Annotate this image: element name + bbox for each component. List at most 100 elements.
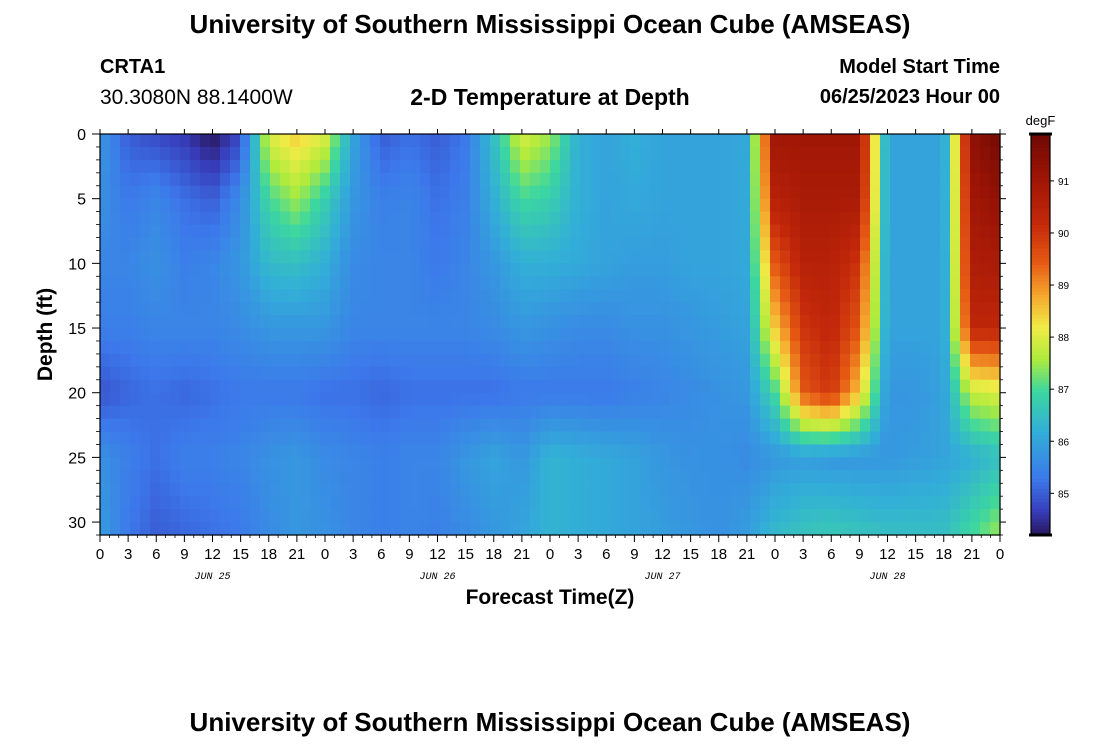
heatmap-cell <box>310 483 321 497</box>
heatmap-cell <box>490 522 501 536</box>
heatmap-cell <box>550 328 561 342</box>
heatmap-cell <box>810 315 821 329</box>
heatmap-cell <box>720 392 731 407</box>
heatmap-cell <box>790 198 801 213</box>
heatmap-cell <box>660 366 671 381</box>
heatmap-cell <box>620 185 631 200</box>
heatmap-cell <box>630 328 641 342</box>
heatmap-cell <box>200 392 211 407</box>
heatmap-cell <box>870 172 881 187</box>
heatmap-cell <box>880 366 891 381</box>
colorbar-segment <box>1031 504 1050 509</box>
heatmap-cell <box>500 457 511 471</box>
heatmap-cell <box>180 315 191 329</box>
heatmap-cell <box>530 418 541 433</box>
heatmap-cell <box>240 289 251 303</box>
heatmap-cell <box>280 431 291 446</box>
heatmap-cell <box>630 302 641 316</box>
heatmap-cell <box>540 198 551 213</box>
heatmap-cell <box>400 289 411 303</box>
heatmap-cell <box>540 379 551 394</box>
colorbar-segment <box>1031 147 1050 152</box>
heatmap-cell <box>170 289 181 303</box>
heatmap-cell <box>740 483 751 497</box>
heatmap-cell <box>120 172 131 187</box>
heatmap-cell <box>600 237 611 252</box>
heatmap-cell <box>270 328 281 342</box>
heatmap-cell <box>910 353 921 368</box>
heatmap-cell <box>960 276 971 290</box>
heatmap-cell <box>880 496 891 510</box>
heatmap-cell <box>600 134 611 148</box>
heatmap-cell <box>420 328 431 342</box>
heatmap-cell <box>100 509 111 523</box>
heatmap-cell <box>450 263 461 277</box>
heatmap-cell <box>920 263 931 277</box>
heatmap-cell <box>160 263 171 277</box>
heatmap-cell <box>710 392 721 407</box>
heatmap-cell <box>740 353 751 368</box>
heatmap-cell <box>770 483 781 497</box>
heatmap-cell <box>890 263 901 277</box>
heatmap-cell <box>810 522 821 536</box>
heatmap-cell <box>950 444 961 458</box>
heatmap-cell <box>530 496 541 510</box>
heatmap-cell <box>280 211 291 226</box>
heatmap-cell <box>610 340 621 355</box>
heatmap-cell <box>540 405 551 420</box>
heatmap-cell <box>470 146 481 161</box>
heatmap-cell <box>840 315 851 329</box>
colorbar-segment <box>1031 488 1050 493</box>
heatmap-cell <box>480 522 491 536</box>
heatmap-cell <box>740 211 751 226</box>
heatmap-cell <box>140 185 151 200</box>
heatmap-cell <box>280 172 291 187</box>
heatmap-cell <box>980 379 991 394</box>
colorbar-segment <box>1031 174 1050 179</box>
heatmap-cell <box>870 263 881 277</box>
heatmap-cell <box>240 340 251 355</box>
colorbar-tick-label: 91 <box>1058 177 1070 188</box>
colorbar-segment <box>1031 184 1050 189</box>
heatmap-cell <box>140 431 151 446</box>
heatmap-cell <box>910 340 921 355</box>
heatmap-cell <box>350 366 361 381</box>
heatmap-cell <box>730 509 741 523</box>
heatmap-cell <box>430 340 441 355</box>
heatmap-cell <box>690 496 701 510</box>
heatmap-cell <box>640 211 651 226</box>
heatmap-cell <box>290 483 301 497</box>
heatmap-cell <box>620 263 631 277</box>
heatmap-cell <box>240 185 251 200</box>
heatmap-cell <box>660 509 671 523</box>
heatmap-cell <box>820 483 831 497</box>
heatmap-cell <box>640 328 651 342</box>
heatmap-cell <box>550 134 561 148</box>
heatmap-cell <box>490 250 501 264</box>
heatmap-cell <box>370 250 381 264</box>
heatmap-cell <box>370 366 381 381</box>
heatmap-cell <box>820 276 831 290</box>
heatmap-cell <box>540 289 551 303</box>
heatmap-cell <box>920 211 931 226</box>
heatmap-cell <box>100 379 111 394</box>
heatmap-cell <box>570 353 581 368</box>
heatmap-cell <box>360 146 371 161</box>
heatmap-cell <box>840 522 851 536</box>
heatmap-cell <box>100 457 111 471</box>
heatmap-cell <box>270 250 281 264</box>
heatmap-cell <box>890 431 901 446</box>
heatmap-cell <box>440 289 451 303</box>
heatmap-cell <box>520 340 531 355</box>
heatmap-cell <box>660 328 671 342</box>
heatmap-cell <box>200 379 211 394</box>
heatmap-cell <box>500 379 511 394</box>
heatmap-cell <box>650 146 661 161</box>
heatmap-cell <box>830 159 841 174</box>
heatmap-cell <box>890 444 901 458</box>
heatmap-cell <box>920 198 931 213</box>
heatmap-cell <box>110 353 121 368</box>
heatmap-cell <box>650 172 661 187</box>
heatmap-cell <box>360 457 371 471</box>
heatmap-cell <box>550 211 561 226</box>
